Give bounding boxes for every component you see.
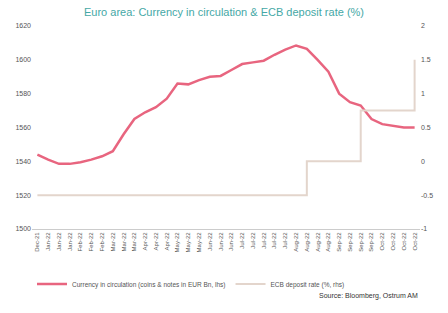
svg-text:Oct-22: Oct-22 xyxy=(390,232,396,251)
svg-text:1520: 1520 xyxy=(15,192,31,199)
svg-text:Mar-22: Mar-22 xyxy=(110,232,116,252)
svg-text:Sep-22: Sep-22 xyxy=(347,232,353,252)
svg-text:1.5: 1.5 xyxy=(421,56,431,63)
svg-text:2: 2 xyxy=(421,22,425,29)
svg-text:1: 1 xyxy=(421,90,425,97)
svg-text:ECB deposit rate (%, rhs): ECB deposit rate (%, rhs) xyxy=(271,281,345,289)
svg-text:1500: 1500 xyxy=(15,225,31,232)
svg-text:Jun-22: Jun-22 xyxy=(207,232,213,251)
svg-text:0.5: 0.5 xyxy=(421,124,431,131)
svg-text:Jul-22: Jul-22 xyxy=(282,232,288,249)
svg-text:Mar-22: Mar-22 xyxy=(131,232,137,252)
svg-text:Sep-22: Sep-22 xyxy=(368,232,374,252)
svg-text:Jun-22: Jun-22 xyxy=(228,232,234,251)
svg-text:May-22: May-22 xyxy=(174,232,180,253)
svg-text:1540: 1540 xyxy=(15,158,31,165)
svg-text:1600: 1600 xyxy=(15,56,31,63)
svg-text:Feb-22: Feb-22 xyxy=(99,232,105,252)
svg-text:Jul-22: Jul-22 xyxy=(271,232,277,249)
svg-text:Euro area: Currency in circula: Euro area: Currency in circulation & ECB… xyxy=(84,6,364,18)
svg-text:1620: 1620 xyxy=(15,22,31,29)
svg-text:Feb-22: Feb-22 xyxy=(88,232,94,252)
svg-text:Jul-22: Jul-22 xyxy=(239,232,245,249)
svg-text:Feb-22: Feb-22 xyxy=(77,232,83,252)
svg-text:Jan-22: Jan-22 xyxy=(45,232,51,251)
svg-text:May-22: May-22 xyxy=(196,232,202,253)
svg-text:Aug-22: Aug-22 xyxy=(325,232,331,252)
svg-text:Dec-21: Dec-21 xyxy=(34,232,40,252)
svg-text:Jul-22: Jul-22 xyxy=(250,232,256,249)
svg-text:1560: 1560 xyxy=(15,124,31,131)
svg-text:Aug-22: Aug-22 xyxy=(315,232,321,252)
svg-text:Source: Bloomberg, Ostrum AM: Source: Bloomberg, Ostrum AM xyxy=(319,292,418,300)
svg-text:Aug-22: Aug-22 xyxy=(293,232,299,252)
svg-text:Jan-22: Jan-22 xyxy=(67,232,73,251)
svg-text:Oct-22: Oct-22 xyxy=(379,232,385,251)
svg-text:Jun-22: Jun-22 xyxy=(218,232,224,251)
svg-text:Oct-22: Oct-22 xyxy=(412,232,418,251)
svg-text:May-22: May-22 xyxy=(185,232,191,253)
svg-text:Mar-22: Mar-22 xyxy=(121,232,127,252)
svg-text:Apr-22: Apr-22 xyxy=(142,232,148,251)
svg-text:Apr-22: Apr-22 xyxy=(153,232,159,251)
svg-text:Apr-22: Apr-22 xyxy=(164,232,170,251)
svg-text:Aug-22: Aug-22 xyxy=(304,232,310,252)
svg-text:Sep-22: Sep-22 xyxy=(358,232,364,252)
svg-text:Sep-22: Sep-22 xyxy=(336,232,342,252)
svg-text:0: 0 xyxy=(421,158,425,165)
svg-text:Jul-22: Jul-22 xyxy=(261,232,267,249)
svg-text:-0.5: -0.5 xyxy=(421,192,433,199)
svg-text:Oct-22: Oct-22 xyxy=(401,232,407,251)
svg-text:-1: -1 xyxy=(421,225,427,232)
svg-text:Jan-22: Jan-22 xyxy=(56,232,62,251)
svg-text:Currency in circulation (coins: Currency in circulation (coins & notes i… xyxy=(72,281,226,289)
svg-text:1580: 1580 xyxy=(15,90,31,97)
